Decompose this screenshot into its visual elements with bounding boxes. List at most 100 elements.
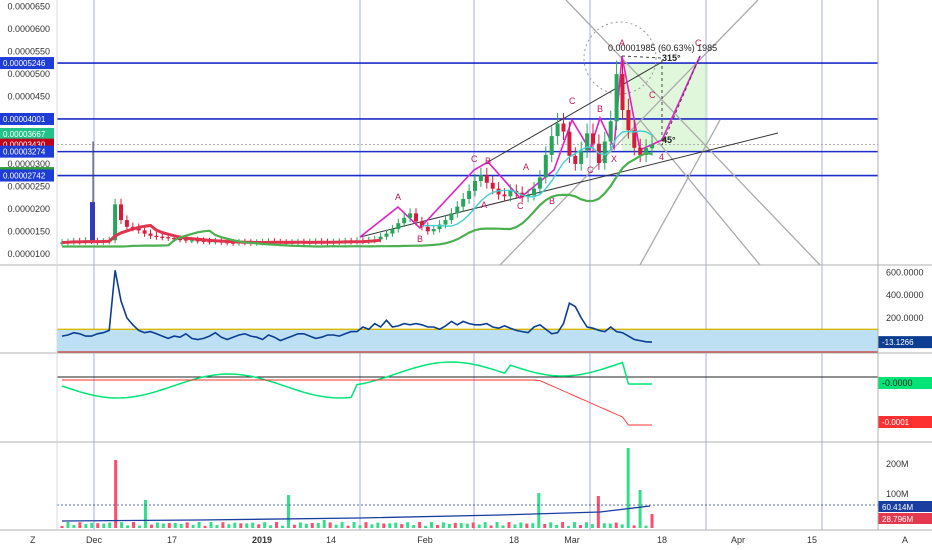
indicator-value-box — [878, 416, 932, 428]
band-fill — [57, 329, 878, 352]
candles — [60, 60, 654, 248]
volume-bar — [132, 522, 136, 528]
target-zone — [622, 63, 708, 152]
x-tick-label: Apr — [731, 535, 745, 545]
candle-body — [449, 213, 454, 221]
candle-body — [195, 240, 200, 242]
pattern-label: A — [481, 200, 487, 210]
volume-bar — [578, 525, 582, 528]
price-label-text: 0.00003274 — [3, 148, 46, 157]
indicator-value-box — [878, 336, 932, 349]
volume-bar — [137, 525, 141, 528]
angle-label: 45° — [662, 135, 676, 145]
candle-body — [585, 133, 590, 151]
volume-bar — [90, 522, 94, 528]
volume-bar — [120, 522, 124, 528]
volume-bar — [549, 522, 553, 528]
volume-bar — [96, 523, 100, 528]
volume-bar — [561, 522, 565, 528]
x-tick-label: 2019 — [252, 535, 272, 545]
x-tick-label: 18 — [509, 535, 519, 545]
indicator-panes: 600.0000 400.0000 200.0000 -13.1266 -0.0000 -… — [57, 268, 932, 528]
volume-bar — [614, 522, 618, 528]
volume-value-text: 60.414M — [882, 503, 913, 512]
volume-bar — [483, 522, 487, 528]
pattern-label: C — [695, 38, 702, 48]
volume-bar — [471, 522, 475, 528]
y-tick-label: 0.0000600 — [7, 24, 50, 34]
candle-body — [537, 177, 542, 189]
volume-bar — [310, 522, 314, 528]
di-plus-line — [61, 361, 652, 399]
candle-body — [461, 198, 466, 207]
volume-bar — [316, 523, 320, 528]
volume-bar — [453, 522, 457, 528]
candle-body — [555, 123, 560, 137]
volume-bar — [376, 522, 380, 528]
volume-bar — [215, 525, 219, 528]
candle-body — [396, 223, 401, 230]
price-label-box — [0, 169, 54, 182]
price-labels: 0.00005246 0.00004001 0.00003667 0.00003430… — [0, 57, 54, 182]
volume-bar — [441, 522, 445, 528]
volume-bar — [275, 522, 279, 528]
y-tick-label: 0.0000550 — [7, 47, 50, 57]
volume-bar — [346, 525, 350, 528]
volume-bar — [531, 523, 535, 528]
y-tick-label: 0.0000100 — [7, 249, 50, 259]
candle-body — [408, 213, 413, 218]
gann-fan-line — [499, 0, 759, 266]
volume-bar — [608, 523, 612, 528]
volume-bar — [382, 523, 386, 528]
volume-bar — [197, 522, 201, 528]
candle-body — [467, 190, 472, 199]
indicator-tick: 400.0000 — [886, 290, 924, 300]
candle-body — [632, 130, 637, 148]
volume-bar — [352, 522, 356, 528]
trendline — [473, 61, 663, 171]
footer-left-label[interactable]: Z — [30, 535, 36, 545]
ma-red-line — [61, 223, 381, 244]
candle-body — [496, 188, 501, 195]
candle-body — [119, 204, 123, 221]
candle-body — [189, 240, 194, 242]
volume-bar — [507, 522, 511, 528]
pattern-label: A — [523, 162, 529, 172]
x-tick-label: 17 — [167, 535, 177, 545]
gann-circle — [583, 21, 657, 95]
volume-bar — [102, 523, 106, 528]
candle-body — [201, 240, 206, 242]
candle-body — [431, 229, 436, 232]
indicator-tick: 600.0000 — [886, 268, 924, 278]
price-label-text: 0.00003430 — [3, 141, 46, 150]
volume-bar — [370, 524, 374, 528]
pattern-label: C — [471, 154, 478, 164]
volume-value-text: 28.796M — [882, 515, 913, 524]
volume-ma-line — [61, 505, 651, 522]
candle-body — [419, 221, 424, 227]
volume-bar — [328, 522, 332, 528]
volume-bar — [590, 524, 594, 528]
volume-bar — [269, 525, 273, 528]
pattern-label: B — [549, 196, 555, 206]
volume-bar — [555, 524, 559, 528]
candle-body — [638, 147, 643, 155]
volume-bar — [519, 522, 523, 528]
pattern-label: C — [517, 201, 524, 211]
volume-bar — [501, 525, 505, 528]
candle-body — [142, 230, 147, 234]
volume-bar — [173, 522, 177, 528]
volume-bar — [394, 522, 398, 528]
volume-bar — [239, 523, 243, 528]
candle-body — [148, 233, 153, 236]
footer-right-label[interactable]: A — [902, 535, 908, 545]
price-label-box — [0, 145, 54, 158]
volume-bar — [424, 525, 428, 528]
volume-bar — [638, 490, 642, 528]
gann-fan-line — [565, 0, 821, 266]
di-minus-line — [62, 379, 652, 426]
candle-body — [160, 236, 165, 238]
volume-tick: 200M — [886, 459, 909, 469]
ma-green-line — [62, 151, 653, 248]
